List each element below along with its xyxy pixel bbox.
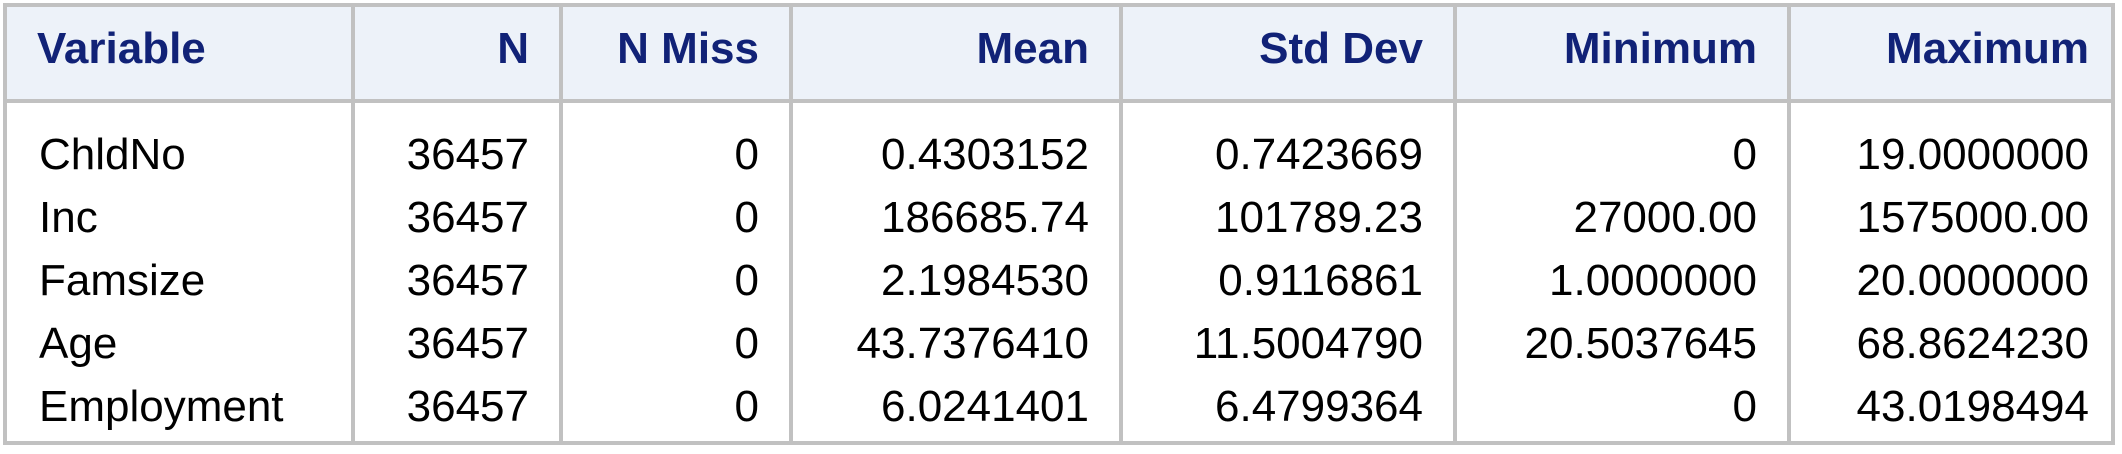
std-dev-value: 11.5004790 (1193, 319, 1423, 368)
std-dev-column: 0.7423669 101789.23 0.9116861 11.5004790… (1119, 101, 1455, 441)
maximum-value: 1575000.00 (1856, 193, 2089, 242)
n-value: 36457 (406, 193, 529, 242)
mean-value: 0.4303152 (881, 130, 1089, 179)
n-miss-column: 0 0 0 0 0 (559, 101, 791, 441)
variable-name: Inc (39, 193, 98, 242)
maximum-value: 43.0198494 (1856, 382, 2089, 431)
minimum-value: 1.0000000 (1549, 256, 1757, 305)
std-dev-value: 101789.23 (1215, 193, 1423, 242)
std-dev-value: 0.9116861 (1218, 256, 1423, 305)
header-row: Variable N N Miss Mean Std Dev Minimum M… (7, 7, 2111, 103)
minimum-value: 0 (1732, 382, 1757, 431)
data-body-row: ChldNo Inc Famsize Age Employment 36457 … (7, 101, 2111, 441)
mean-column: 0.4303152 186685.74 2.1984530 43.7376410… (789, 101, 1121, 441)
n-column: 36457 36457 36457 36457 36457 (351, 101, 561, 441)
maximum-value: 19.0000000 (1856, 130, 2089, 179)
variable-name: Employment (39, 382, 284, 431)
maximum-column: 19.0000000 1575000.00 20.0000000 68.8624… (1787, 101, 2111, 441)
minimum-value: 0 (1732, 130, 1757, 179)
column-header-maximum: Maximum (1787, 7, 2111, 103)
mean-value: 186685.74 (881, 193, 1089, 242)
n-miss-value: 0 (734, 130, 759, 179)
mean-value: 6.0241401 (881, 382, 1089, 431)
mean-value: 2.1984530 (881, 256, 1089, 305)
column-header-n: N (351, 7, 561, 103)
n-miss-value: 0 (734, 256, 759, 305)
n-miss-value: 0 (734, 319, 759, 368)
n-value: 36457 (406, 382, 529, 431)
column-header-mean: Mean (789, 7, 1121, 103)
variable-name: Famsize (39, 256, 206, 305)
n-value: 36457 (406, 319, 529, 368)
column-header-variable: Variable (7, 7, 353, 103)
maximum-value: 20.0000000 (1856, 256, 2089, 305)
variable-column: ChldNo Inc Famsize Age Employment (7, 101, 353, 441)
maximum-value: 68.8624230 (1856, 319, 2089, 368)
column-header-std-dev: Std Dev (1119, 7, 1455, 103)
variable-name: Age (39, 319, 118, 368)
column-header-minimum: Minimum (1453, 7, 1789, 103)
variable-name: ChldNo (39, 130, 186, 179)
std-dev-value: 0.7423669 (1215, 130, 1423, 179)
minimum-column: 0 27000.00 1.0000000 20.5037645 0 (1453, 101, 1789, 441)
statistics-grid: Variable N N Miss Mean Std Dev Minimum M… (7, 7, 2111, 441)
n-miss-value: 0 (734, 382, 759, 431)
minimum-value: 27000.00 (1573, 193, 1757, 242)
n-value: 36457 (406, 130, 529, 179)
n-miss-value: 0 (734, 193, 759, 242)
minimum-value: 20.5037645 (1524, 319, 1757, 368)
summary-statistics-table: Variable N N Miss Mean Std Dev Minimum M… (3, 3, 2115, 445)
n-value: 36457 (406, 256, 529, 305)
mean-value: 43.7376410 (856, 319, 1089, 368)
column-header-n-miss: N Miss (559, 7, 791, 103)
std-dev-value: 6.4799364 (1215, 382, 1423, 431)
